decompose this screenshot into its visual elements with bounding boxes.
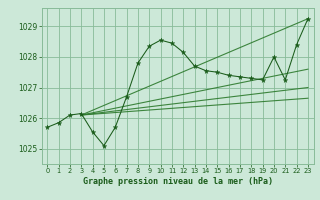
Point <box>135 61 140 65</box>
Point <box>260 78 265 81</box>
Point <box>249 77 254 80</box>
Point <box>158 39 163 42</box>
Point <box>237 75 243 78</box>
Point <box>45 126 50 129</box>
Point <box>68 113 73 117</box>
Point <box>90 130 95 133</box>
Point <box>283 78 288 81</box>
Point <box>169 42 174 45</box>
Point <box>56 121 61 124</box>
Point <box>113 126 118 129</box>
Point <box>215 71 220 74</box>
Point <box>124 95 129 98</box>
Point <box>101 144 107 147</box>
X-axis label: Graphe pression niveau de la mer (hPa): Graphe pression niveau de la mer (hPa) <box>83 177 273 186</box>
Point <box>147 45 152 48</box>
Point <box>181 51 186 54</box>
Point <box>271 55 276 59</box>
Point <box>192 65 197 68</box>
Point <box>79 112 84 115</box>
Point <box>226 74 231 77</box>
Point <box>305 17 310 20</box>
Point <box>204 69 209 72</box>
Point <box>294 43 299 46</box>
